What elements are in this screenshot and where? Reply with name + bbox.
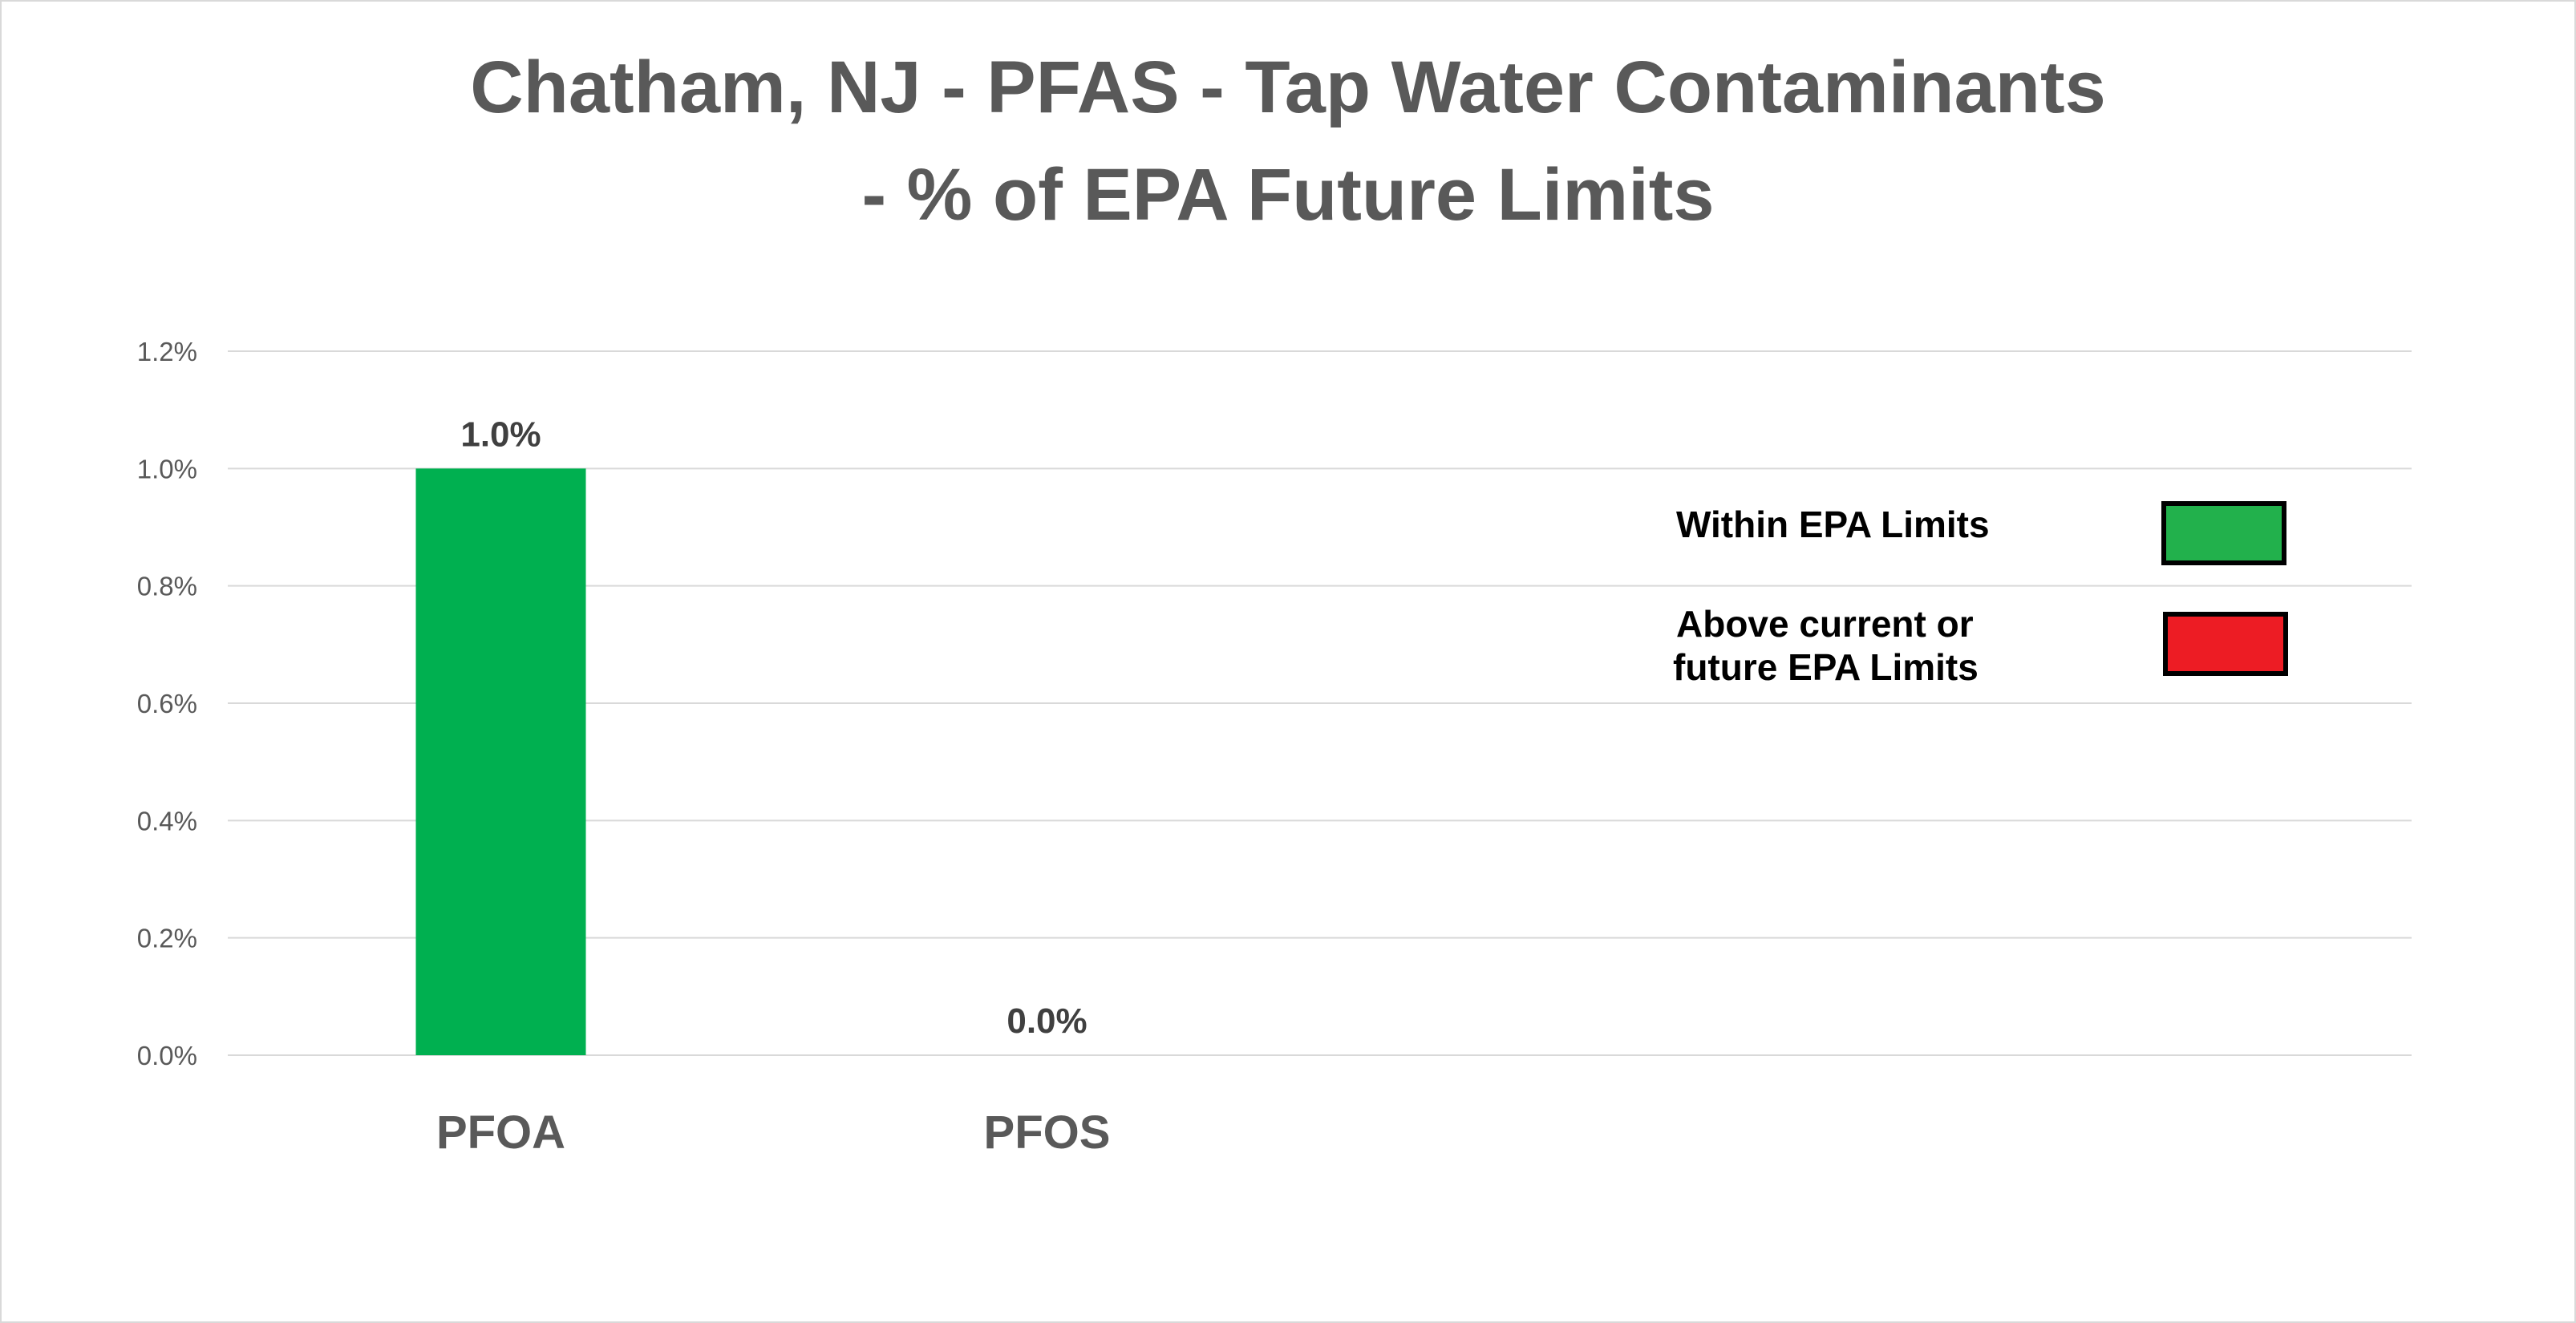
y-axis-tick-labels: 0.0% 0.2% 0.4% 0.6% 0.8% 1.0% 1.2% (137, 337, 197, 1070)
bars (415, 468, 586, 1055)
legend-label-above-line-2: future EPA Limits (1673, 646, 1979, 688)
x-axis-category-labels: PFOA PFOS (436, 1107, 1111, 1159)
y-tick-label: 0.4% (137, 806, 197, 835)
x-tick-label-pfos: PFOS (984, 1107, 1111, 1159)
y-tick-label: 0.2% (137, 924, 197, 953)
chart-title-line-2: - % of EPA Future Limits (861, 154, 1714, 236)
y-tick-label: 1.0% (137, 454, 197, 483)
gridlines (228, 350, 2412, 1056)
chart-title-line-1: Chatham, NJ - PFAS - Tap Water Contamina… (470, 47, 2106, 128)
legend-label-within: Within EPA Limits (1676, 504, 1990, 545)
x-tick-label-pfoa: PFOA (436, 1107, 565, 1159)
bar-pfoa (415, 468, 586, 1055)
y-tick-label: 1.2% (137, 337, 197, 366)
legend: Within EPA Limits Above current orfuture … (1673, 501, 2288, 688)
y-tick-label: 0.8% (137, 572, 197, 601)
legend-swatch-within (2161, 501, 2286, 565)
data-labels: 1.0% 0.0% (460, 415, 1087, 1041)
legend-label-above-line-1: Above current or (1676, 603, 1974, 645)
legend-swatch-above (2163, 612, 2288, 676)
data-label-pfos: 0.0% (1007, 1001, 1087, 1041)
y-tick-label: 0.0% (137, 1041, 197, 1070)
data-label-pfoa: 1.0% (460, 415, 541, 454)
y-tick-label: 0.6% (137, 689, 197, 718)
chart-title: Chatham, NJ - PFAS - Tap Water Contamina… (470, 47, 2106, 236)
